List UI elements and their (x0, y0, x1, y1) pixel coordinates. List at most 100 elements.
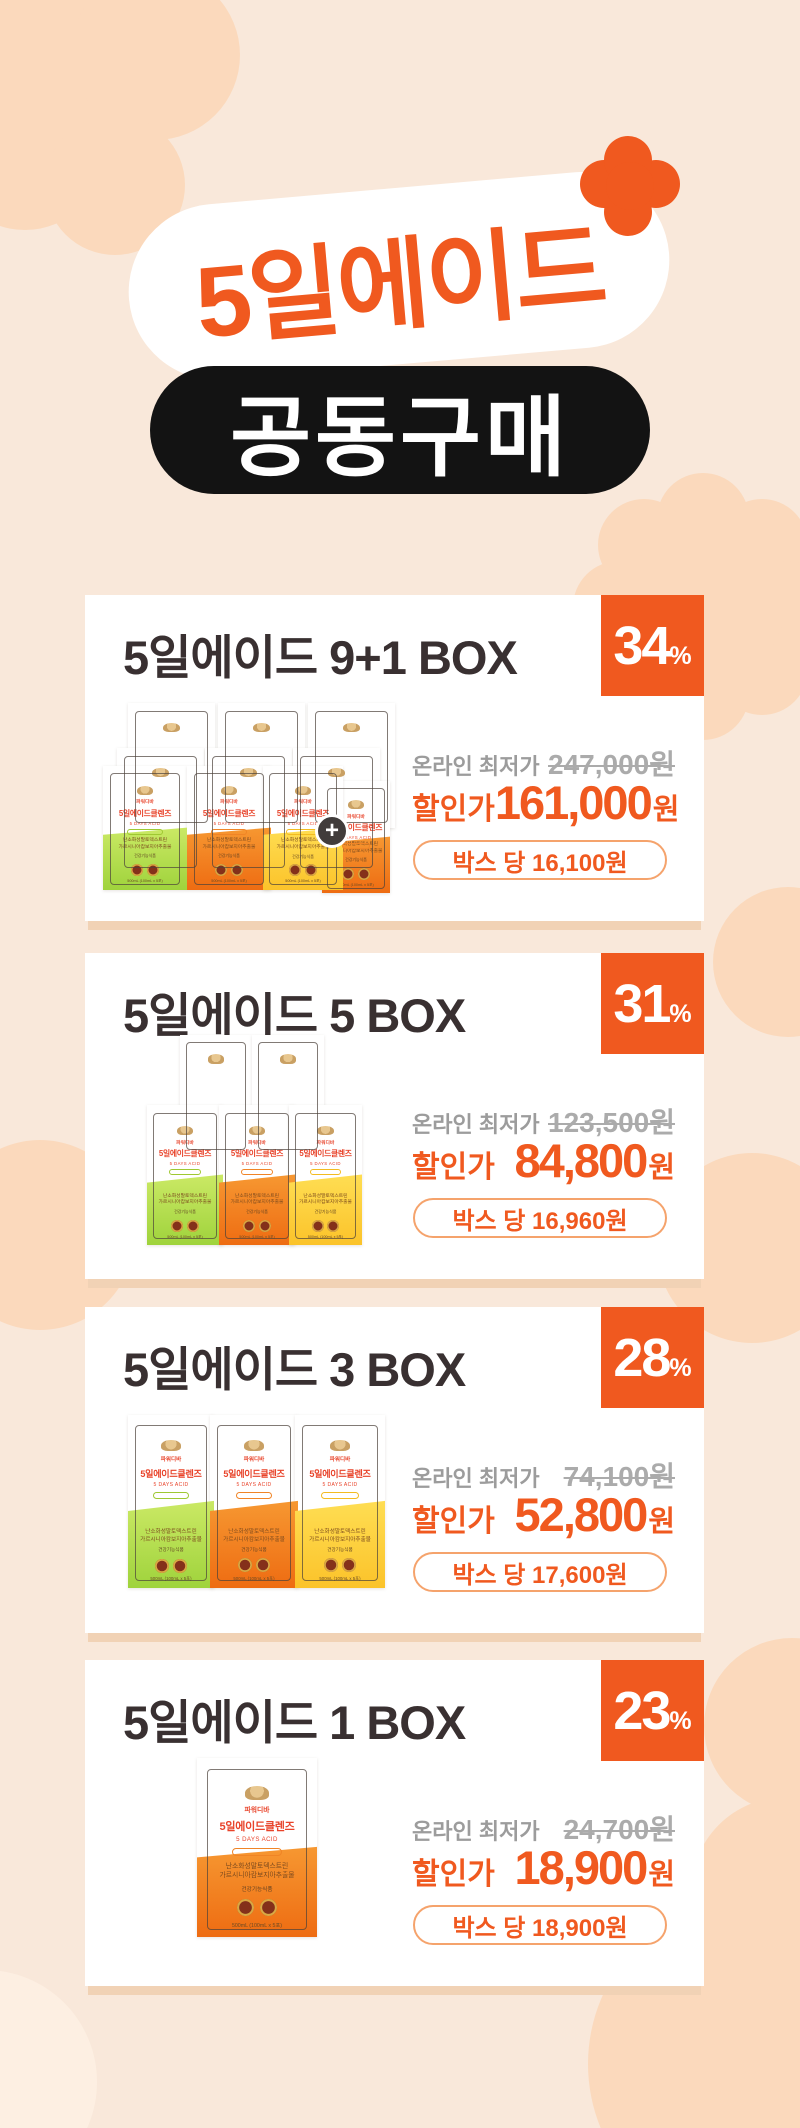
lowest-price-label: 온라인 최저가 (412, 1466, 540, 1491)
package-title: 5일에이드클렌즈 (276, 808, 330, 818)
brand-crest-icon (136, 785, 154, 796)
package-certification: 건강기능식품 (327, 1546, 353, 1552)
seal-icon (154, 1558, 169, 1573)
brand-crest-icon (279, 1054, 297, 1064)
product-card-3box[interactable]: 5일에이드 3 BOX 28 % 파워디바 5일에이드클렌즈 5 DAYS AC… (85, 1307, 704, 1642)
package-label: 파워디바 5일에이드클렌즈 5 DAYS ACID (252, 1045, 324, 1064)
percent-sign: % (669, 1707, 692, 1735)
sale-price-value: 84,800 (514, 1134, 649, 1187)
package-brand: 파워디바 (160, 1457, 182, 1464)
package-title: 5일에이드클렌즈 (309, 1468, 371, 1479)
product-box-orange: 파워디바 5일에이드클렌즈 5 DAYS ACID 난소화성말토덱스트린 가르시… (197, 1758, 317, 1937)
package-label: 파워디바 5일에이드클렌즈 5 DAYS ACID (128, 1429, 214, 1499)
product-box-orange: 파워디바 5일에이드클렌즈 5 DAYS ACID 난소화성말토덱스트린 가르시… (187, 766, 271, 890)
seal-icon (243, 1219, 256, 1232)
brand-crest-icon (253, 722, 270, 733)
card-title: 5일에이드 1 BOX (123, 1696, 466, 1749)
product-box-yellow: 파워디바 5일에이드클렌즈 5 DAYS ACID 난소화성말토덱스트린 가르시… (295, 1415, 385, 1588)
package-brand: 파워디바 (316, 1140, 335, 1146)
package-color-block: 난소화성말토덱스트린 가르시니아캄보지아추출물 건강기능식품 500mL (10… (210, 1500, 298, 1588)
product-card-5box[interactable]: 5일에이드 5 BOX 31 % 파워디바 5일에이드클렌즈 5 DAYS AC… (85, 953, 704, 1288)
package-subtitle: 5 DAYS ACID (236, 1482, 272, 1489)
package-brand: 파워디바 (294, 800, 312, 806)
ingredient-line-2: 가르시니아캄보지아추출물 (223, 1536, 285, 1543)
seal-icon (304, 864, 317, 877)
seal-icon (237, 1899, 255, 1917)
package-seal-icons (311, 1219, 340, 1232)
ingredient-line-2: 가르시니아캄보지아추출물 (219, 1872, 295, 1880)
package-title: 5일에이드클렌즈 (202, 808, 256, 818)
ingredient-line-1: 난소화성말토덱스트린 (303, 1193, 348, 1199)
package-color-block: 난소화성말토덱스트린 가르시니아캄보지아추출물 건강기능식품 500mL (10… (197, 1846, 317, 1937)
package-label: 파워디바 5일에이드클렌즈 5 DAYS ACID (128, 713, 215, 733)
sale-price-label: 할인가 (412, 1151, 495, 1184)
lowest-price-label: 온라인 최저가 (412, 1819, 540, 1844)
seal-icon (171, 1219, 184, 1232)
brand-crest-icon (176, 1125, 194, 1136)
package-brand: 파워디바 (347, 814, 365, 820)
package-ingredients: 난소화성말토덱스트린 가르시니아캄보지아추출물 (309, 1529, 371, 1545)
brand-crest-icon (248, 1125, 266, 1136)
brand-crest-icon (317, 1125, 334, 1136)
sale-price-row: 할인가 52,800 원 (412, 1487, 675, 1542)
package-volume: 500mL (100mL x 5포) (239, 1234, 275, 1239)
package-volume: 500mL (100mL x 5포) (285, 879, 321, 884)
ingredient-line-2: 가르시니아캄보지아추출물 (309, 1536, 371, 1543)
ingredient-line-2: 가르시니아캄보지아추출물 (118, 844, 172, 850)
product-box-lime: 파워디바 5일에이드클렌즈 5 DAYS ACID 난소화성말토덱스트린 가르시… (147, 1105, 223, 1245)
won-suffix: 원 (648, 1859, 675, 1891)
package-subtitle: 5 DAYS ACID (322, 1482, 358, 1489)
package-brand: 파워디바 (243, 1457, 265, 1464)
seal-icon (327, 1219, 340, 1232)
package-label: 파워디바 5일에이드클렌즈 5 DAYS ACID (210, 1429, 298, 1499)
lowest-price-row: 온라인 최저가 247,000원 (412, 743, 675, 783)
ingredient-line-2: 가르시니아캄보지아추출물 (329, 848, 383, 854)
package-title: 5일에이드클렌즈 (299, 1149, 352, 1159)
package-seal-icons (289, 864, 317, 877)
percent-sign: % (669, 642, 692, 670)
package-certification: 건강기능식품 (241, 1886, 273, 1893)
package-title: 5일에이드클렌즈 (140, 1468, 202, 1479)
sale-price-row: 할인가 161,000 원 (412, 775, 679, 830)
package-seal-icons (237, 1558, 271, 1573)
ingredient-line-2: 가르시니아캄보지아추출물 (202, 844, 256, 850)
package-volume: 500mL (100mL x 5포) (231, 1922, 283, 1929)
package-label: 파워디바 5일에이드클렌즈 5 DAYS ACID (187, 776, 271, 835)
product-card-9plus1[interactable]: 5일에이드 9+1 BOX 34 % 파워디바 5일에이드클렌즈 5 DAYS … (85, 595, 704, 930)
package-ingredients: 난소화성말토덱스트린 가르시니아캄보지아추출물 (299, 1194, 352, 1207)
package-label: 파워디바 5일에이드클렌즈 5 DAYS ACID (295, 1429, 385, 1499)
package-brand: 파워디바 (248, 1140, 266, 1146)
group-buy-label: 공동구매 (230, 387, 570, 487)
package-color-block: 난소화성말토덱스트린 가르시니아캄보지아추출물 건강기능식품 500mL (10… (289, 1174, 362, 1245)
package-label: 파워디바 5일에이드클렌즈 5 DAYS ACID (218, 713, 305, 733)
package-seal-icons (243, 1219, 271, 1232)
package-ingredients: 난소화성말토덱스트린 가르시니아캄보지아추출물 (223, 1529, 285, 1545)
package-flavor-badge (341, 842, 371, 849)
package-subtitle: 5 DAYS ACID (169, 1161, 201, 1166)
package-subtitle: 5 DAYS ACID (340, 834, 372, 840)
package-flavor-badge (241, 1169, 273, 1175)
product-card-1box[interactable]: 5일에이드 1 BOX 23 % 파워디바 5일에이드클렌즈 5 DAYS AC… (85, 1660, 704, 1995)
package-brand: 파워디바 (220, 800, 238, 806)
package-title: 5일에이드클렌즈 (329, 822, 383, 832)
card-title: 5일에이드 9+1 BOX (123, 631, 518, 684)
package-ingredients: 난소화성말토덱스트린 가르시니아캄보지아추출물 (159, 1194, 212, 1207)
card-title: 5일에이드 3 BOX (123, 1343, 466, 1396)
lowest-price-row: 온라인 최저가 24,700원 (412, 1808, 675, 1848)
package-ingredients: 난소화성말토덱스트린 가르시니아캄보지아추출물 (219, 1862, 294, 1881)
package-flavor-badge (169, 1169, 201, 1175)
seal-icon (289, 864, 302, 877)
package-label: 파워디바 5일에이드클렌즈 5 DAYS ACID (293, 758, 380, 778)
package-certification: 건강기능식품 (241, 1546, 267, 1552)
brand-crest-icon (244, 1440, 264, 1452)
package-title: 5일에이드클렌즈 (158, 1149, 212, 1159)
package-label: 파워디바 5일에이드클렌즈 5 DAYS ACID (103, 776, 187, 835)
package-flavor-badge (235, 1491, 273, 1499)
package-title: 5일에이드클렌즈 (118, 808, 172, 818)
package-seal-icons (237, 1899, 277, 1917)
package-volume: 500mL (100mL x 5포) (150, 1575, 192, 1581)
sale-price-label: 할인가 (412, 1858, 495, 1891)
lowest-price-row: 온라인 최저가 74,100원 (412, 1455, 675, 1495)
lowest-price-value: 74,100원 (563, 1461, 675, 1492)
sale-price-value: 52,800 (514, 1488, 649, 1541)
